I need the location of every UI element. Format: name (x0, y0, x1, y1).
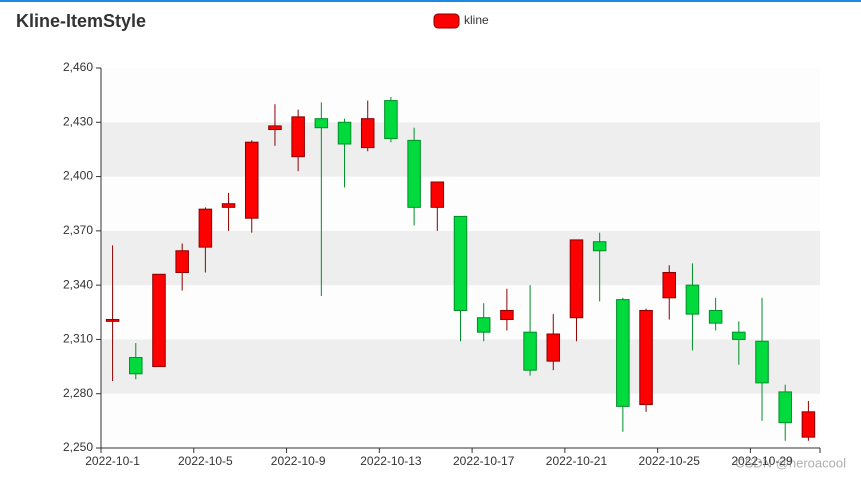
candle-body (453, 215, 468, 311)
x-tick-label: 2022-10-17 (453, 454, 515, 468)
candle-body (639, 309, 653, 406)
x-tick-label: 2022-10-5 (178, 454, 233, 468)
candle-body (708, 309, 723, 324)
candle-body (221, 203, 236, 208)
candle-body (337, 121, 352, 145)
y-tick-label: 2,250 (63, 440, 93, 454)
candle-body (314, 118, 329, 129)
x-tick-label: 2022-10-25 (639, 454, 701, 468)
y-tick-label: 2,340 (63, 277, 93, 291)
split-area (101, 122, 820, 177)
y-tick-label: 2,280 (63, 386, 93, 400)
candle-body (430, 181, 445, 208)
candle-body (592, 241, 607, 252)
split-area (101, 68, 820, 123)
candle-body (732, 331, 746, 340)
watermark: CSDN @heroacool (735, 455, 846, 470)
y-tick-label: 2,370 (63, 223, 93, 237)
x-tick-label: 2022-10-13 (360, 454, 422, 468)
top-border (0, 0, 861, 2)
y-tick-label: 2,310 (63, 332, 93, 346)
candle-body (546, 333, 561, 362)
candle-body (755, 340, 769, 384)
y-tick-label: 2,400 (63, 169, 93, 183)
candle-body (523, 331, 537, 371)
candle-body (407, 139, 421, 208)
candle-body (662, 271, 677, 299)
candle-body (152, 273, 166, 368)
candle-body (500, 309, 514, 321)
candle-body (476, 317, 491, 333)
x-tick-label: 2022-10-21 (546, 454, 608, 468)
chart-title: Kline-ItemStyle (16, 11, 146, 31)
x-tick-label: 2022-10-1 (85, 454, 140, 468)
candle-body (198, 208, 213, 248)
candle-body (105, 319, 120, 322)
x-tick-label: 2022-10-9 (271, 454, 326, 468)
candle-body (268, 125, 282, 131)
legend-icon (433, 13, 460, 29)
split-area (101, 339, 820, 394)
candle-body (244, 141, 259, 219)
y-tick-label: 2,430 (63, 114, 93, 128)
candle-body (129, 357, 143, 375)
candle-body (778, 391, 792, 424)
split-area (101, 393, 820, 448)
candle-body (569, 239, 584, 319)
candle-body (175, 250, 189, 273)
candle-body (685, 284, 700, 315)
candle-body (616, 299, 630, 407)
y-tick-label: 2,460 (63, 60, 93, 74)
candle-body (291, 116, 305, 158)
x-tick-label: 2022-10-29 (731, 454, 793, 468)
candle-body (801, 411, 816, 438)
candle-body (360, 118, 375, 149)
candle-body (384, 100, 398, 140)
legend-label: kline (464, 13, 489, 27)
